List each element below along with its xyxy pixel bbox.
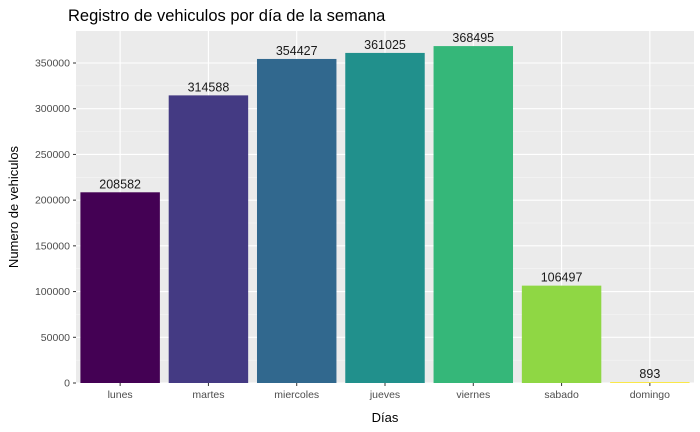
x-axis-title: Días <box>372 410 399 425</box>
x-tick-label: miercoles <box>274 389 319 401</box>
y-tick-label: 150000 <box>35 240 70 252</box>
x-tick-label: lunes <box>108 389 133 401</box>
bar-sabado <box>521 285 602 383</box>
y-tick-label: 50000 <box>41 332 70 344</box>
bar-value-label: 314588 <box>188 80 230 94</box>
y-tick-label: 0 <box>64 378 70 390</box>
x-tick-label: martes <box>192 389 224 401</box>
x-tick-label: viernes <box>456 389 490 401</box>
x-tick-label: sabado <box>544 389 579 401</box>
bar-value-label: 893 <box>639 367 660 381</box>
x-tick-label: jueves <box>369 389 400 401</box>
bar-value-label: 368495 <box>452 31 494 45</box>
bar-value-label: 354427 <box>276 44 318 58</box>
bar-viernes <box>433 46 514 384</box>
y-tick-label: 350000 <box>35 58 70 70</box>
y-axis-title: Numero de vehiculos <box>6 145 21 268</box>
bar-martes <box>168 95 249 384</box>
chart-title: Registro de vehiculos por día de la sema… <box>68 7 386 25</box>
bar-value-label: 208582 <box>99 177 141 191</box>
y-tick-label: 100000 <box>35 286 70 298</box>
bar-value-label: 106497 <box>541 271 583 285</box>
y-tick-label: 300000 <box>35 103 70 115</box>
bar-domingo <box>610 382 690 383</box>
bar-miercoles <box>256 58 337 384</box>
bar-value-label: 361025 <box>364 38 406 52</box>
y-tick-label: 250000 <box>35 149 70 161</box>
x-tick-label: domingo <box>630 389 670 401</box>
bar-jueves <box>345 52 425 384</box>
y-tick-label: 200000 <box>35 195 70 207</box>
bar-lunes <box>80 192 160 383</box>
